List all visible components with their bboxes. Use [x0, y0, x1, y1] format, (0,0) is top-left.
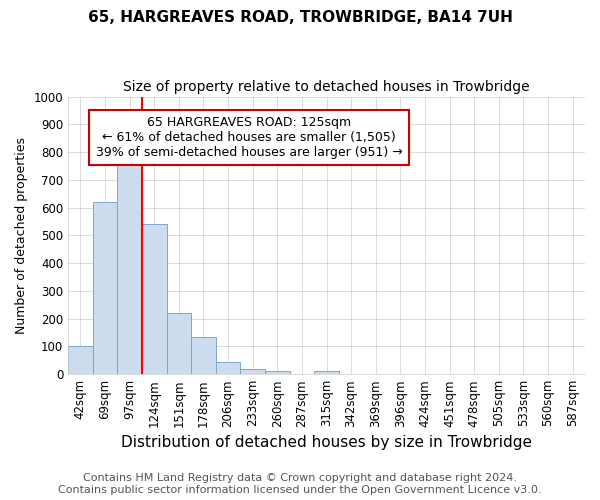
X-axis label: Distribution of detached houses by size in Trowbridge: Distribution of detached houses by size …: [121, 435, 532, 450]
Bar: [191, 336, 216, 374]
Bar: [92, 202, 117, 374]
Bar: [216, 362, 241, 374]
Text: 65, HARGREAVES ROAD, TROWBRIDGE, BA14 7UH: 65, HARGREAVES ROAD, TROWBRIDGE, BA14 7U…: [88, 10, 512, 25]
Text: Contains HM Land Registry data © Crown copyright and database right 2024.
Contai: Contains HM Land Registry data © Crown c…: [58, 474, 542, 495]
Bar: [142, 224, 167, 374]
Bar: [167, 313, 191, 374]
Bar: [265, 372, 290, 374]
Bar: [117, 158, 142, 374]
Bar: [68, 346, 92, 374]
Y-axis label: Number of detached properties: Number of detached properties: [15, 137, 28, 334]
Bar: [314, 372, 339, 374]
Bar: [241, 368, 265, 374]
Title: Size of property relative to detached houses in Trowbridge: Size of property relative to detached ho…: [123, 80, 530, 94]
Text: 65 HARGREAVES ROAD: 125sqm
← 61% of detached houses are smaller (1,505)
39% of s: 65 HARGREAVES ROAD: 125sqm ← 61% of deta…: [95, 116, 403, 159]
